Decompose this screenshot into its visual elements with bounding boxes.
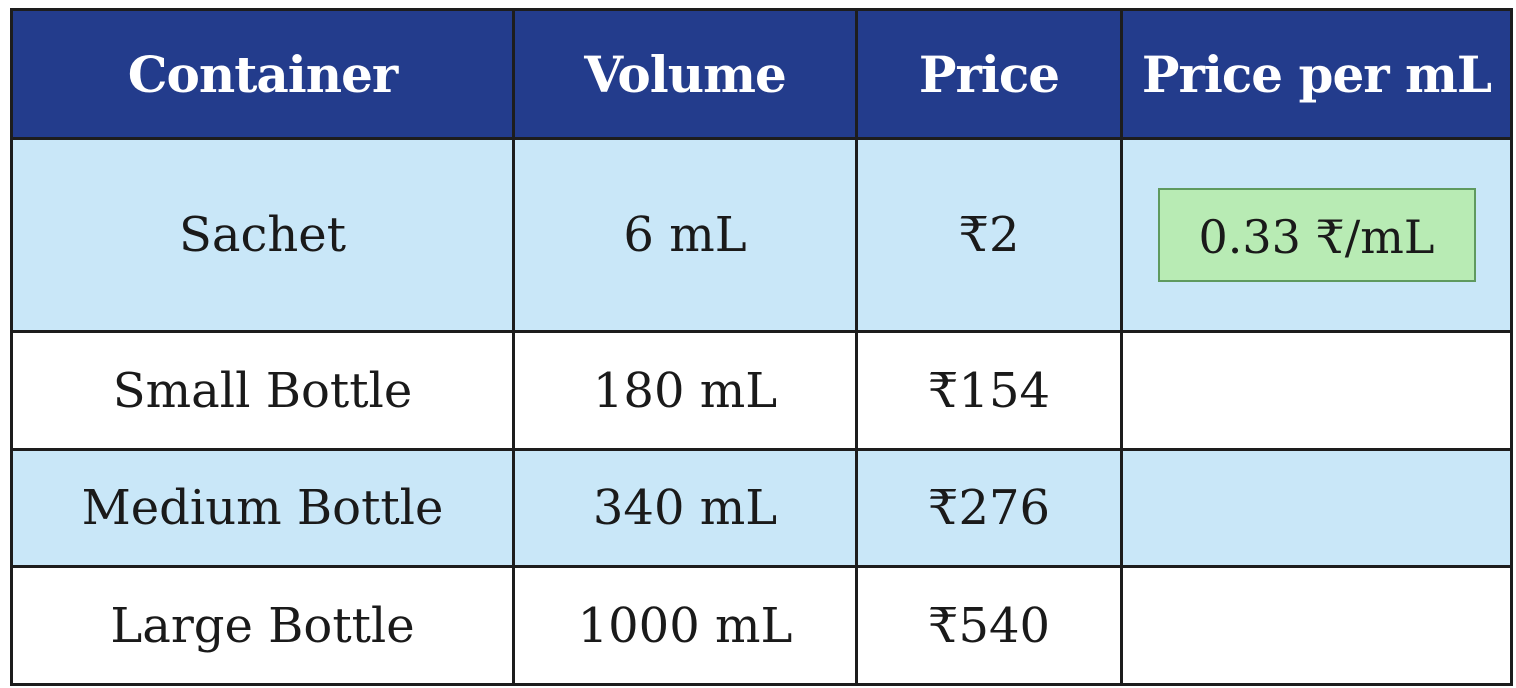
table-cell: 180 mL (512, 330, 858, 451)
highlighted-value: 0.33 ₹/mL (1157, 188, 1476, 283)
table-header: Container Volume Price Price per mL (10, 8, 1513, 140)
table-cell: ₹276 (855, 447, 1123, 569)
table-cell: 1000 mL (512, 565, 858, 686)
table-cell: 340 mL (512, 447, 858, 569)
table-cell: Large Bottle (10, 565, 515, 686)
empty-cell (1120, 330, 1513, 451)
price-table: Container Volume Price Price per mL Sachet 6… (10, 8, 1513, 686)
table-body: Sachet 6 mL ₹2 0.33 ₹/mL Small Bottle 180 mL ₹… (10, 136, 1513, 686)
header-row: Container Volume Price Price per mL (10, 8, 1513, 140)
table-cell: ₹154 (855, 330, 1123, 451)
table-row: Medium Bottle 340 mL ₹276 (10, 447, 1513, 569)
table-cell: 0.33 ₹/mL (1120, 136, 1513, 334)
table-cell: 6 mL (512, 136, 858, 334)
table-cell: ₹540 (855, 565, 1123, 686)
header-cell: Price per mL (1120, 8, 1513, 140)
table-row: Large Bottle 1000 mL ₹540 (10, 565, 1513, 686)
header-cell: Price (855, 8, 1123, 140)
table-row: Small Bottle 180 mL ₹154 (10, 330, 1513, 451)
table-cell: Sachet (10, 136, 515, 334)
table-cell: ₹2 (855, 136, 1123, 334)
table-cell: Medium Bottle (10, 447, 515, 569)
header-cell: Container (10, 8, 515, 140)
table-row: Sachet 6 mL ₹2 0.33 ₹/mL (10, 136, 1513, 334)
header-cell: Volume (512, 8, 858, 140)
table-cell: Small Bottle (10, 330, 515, 451)
empty-cell (1120, 565, 1513, 686)
empty-cell (1120, 447, 1513, 569)
